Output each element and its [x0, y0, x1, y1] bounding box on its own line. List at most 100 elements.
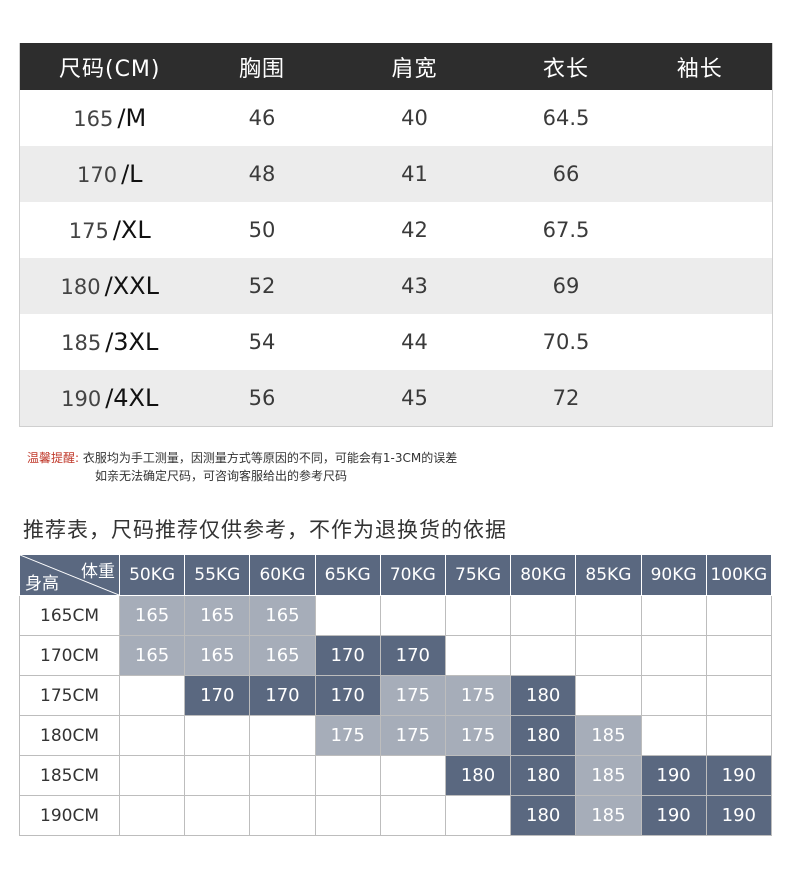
- note-text-1: 衣服均为手工测量，因测量方式等原因的不同，可能会有1-3CM的误差: [82, 451, 458, 465]
- chest-value: 56: [199, 370, 325, 426]
- weight-header: 55KG: [184, 554, 251, 596]
- size-chart-header: 衣长: [504, 43, 628, 90]
- recommended-size-cell: [184, 795, 251, 836]
- recommended-size-cell: [314, 755, 381, 796]
- recommended-size-cell: 170: [314, 635, 381, 676]
- recommendation-row: 175CM 170 170 170 175 175 180: [19, 675, 773, 716]
- recommended-size-cell: [575, 675, 642, 716]
- diagonal-divider: [20, 555, 119, 595]
- recommended-size-cell: 175: [314, 715, 381, 756]
- recommended-size-cell: [314, 795, 381, 836]
- size-height: 170: [76, 163, 118, 187]
- recommended-size-cell: [640, 675, 707, 716]
- recommended-size-cell: 185: [575, 755, 642, 796]
- length-value: 64.5: [504, 90, 628, 146]
- size-height: 180: [60, 275, 101, 299]
- weight-header: 50KG: [118, 554, 186, 596]
- recommended-size-cell: [379, 795, 446, 836]
- recommended-size-cell: [249, 795, 316, 836]
- recommended-size-cell: [510, 635, 577, 676]
- height-label: 190CM: [19, 795, 120, 836]
- recommended-size-cell: 170: [379, 635, 446, 676]
- sleeve-value: [627, 314, 773, 370]
- size-cell: 165/M: [19, 90, 200, 146]
- recommended-size-cell: [184, 755, 251, 796]
- recommendation-row: 170CM 165 165 165 170 170: [19, 635, 773, 676]
- size-chart-header: 胸围: [199, 43, 325, 90]
- recommended-size-cell: 190: [705, 795, 773, 836]
- size-label: /L: [121, 160, 143, 188]
- recommended-size-cell: [444, 635, 512, 676]
- recommended-size-cell: 170: [249, 675, 316, 716]
- shoulder-value: 42: [324, 202, 505, 258]
- recommended-size-cell: 165: [249, 635, 316, 676]
- recommended-size-cell: [444, 795, 512, 836]
- recommended-size-cell: 170: [314, 675, 381, 716]
- weight-header: 80KG: [510, 554, 577, 596]
- note-text-2: 如亲无法确定尺码，可咨询客服给出的参考尺码: [95, 469, 348, 483]
- recommended-size-cell: 180: [510, 675, 577, 716]
- weight-header: 100KG: [705, 554, 773, 596]
- recommended-size-cell: 190: [640, 755, 707, 796]
- recommended-size-cell: 190: [705, 755, 773, 796]
- note-line-1: 温馨提醒: 衣服均为手工测量，因测量方式等原因的不同，可能会有1-3CM的误差: [27, 449, 457, 467]
- corner-weight-label: 体重: [81, 562, 115, 582]
- recommended-size-cell: [575, 595, 642, 636]
- recommended-size-cell: 180: [444, 755, 512, 796]
- recommended-size-cell: [575, 635, 642, 676]
- size-height: 185: [61, 331, 102, 355]
- size-chart-header: 肩宽: [324, 43, 505, 90]
- recommended-size-cell: [705, 715, 773, 756]
- recommended-size-cell: 185: [575, 795, 642, 836]
- length-value: 67.5: [504, 202, 628, 258]
- size-cell: 170/L: [19, 146, 200, 202]
- recommendation-table: 体重 身高 50KG 55KG 60KG 65KG 70KG 75KG 80KG 85KG 90…: [19, 554, 773, 836]
- measurement-note: 温馨提醒: 衣服均为手工测量，因测量方式等原因的不同，可能会有1-3CM的误差 …: [27, 449, 457, 485]
- chest-value: 50: [199, 202, 325, 258]
- recommended-size-cell: 180: [510, 715, 577, 756]
- recommended-size-cell: 190: [640, 795, 707, 836]
- recommended-size-cell: [705, 635, 773, 676]
- recommended-size-cell: 165: [249, 595, 316, 636]
- recommended-size-cell: [184, 715, 251, 756]
- corner-cell: 体重 身高: [19, 554, 120, 596]
- size-height: 190: [61, 386, 102, 411]
- recommended-size-cell: [379, 755, 446, 796]
- size-cell: 175/XL: [19, 202, 200, 258]
- length-value: 72: [504, 370, 628, 426]
- recommended-size-cell: 175: [379, 715, 446, 756]
- recommended-size-cell: 165: [118, 595, 186, 636]
- size-label: /4XL: [105, 383, 159, 412]
- recommended-size-cell: [640, 635, 707, 676]
- size-chart-row: 165/M 46 40 64.5: [19, 90, 773, 146]
- recommendation-header-row: 体重 身高 50KG 55KG 60KG 65KG 70KG 75KG 80KG 85KG 90…: [19, 554, 773, 596]
- chest-value: 54: [199, 314, 325, 370]
- recommended-size-cell: 185: [575, 715, 642, 756]
- size-label: /M: [117, 104, 147, 132]
- recommended-size-cell: [118, 795, 186, 836]
- weight-header: 70KG: [379, 554, 446, 596]
- weight-header: 90KG: [640, 554, 707, 596]
- size-height: 175: [68, 219, 109, 243]
- recommended-size-cell: 175: [444, 715, 512, 756]
- recommendation-row: 180CM 175 175 175 180 185: [19, 715, 773, 756]
- chest-value: 46: [199, 90, 325, 146]
- length-value: 70.5: [504, 314, 628, 370]
- shoulder-value: 44: [324, 314, 505, 370]
- recommended-size-cell: [640, 595, 707, 636]
- recommended-size-cell: [705, 595, 773, 636]
- sleeve-value: [627, 146, 773, 202]
- size-chart-row: 175/XL 50 42 67.5: [19, 202, 773, 258]
- recommended-size-cell: 165: [184, 635, 251, 676]
- size-cell: 180/XXL: [19, 258, 200, 314]
- recommended-size-cell: 175: [444, 675, 512, 716]
- shoulder-value: 41: [324, 146, 505, 202]
- size-cell: 185/3XL: [19, 314, 200, 370]
- size-chart-header: 尺码(CM): [19, 43, 200, 90]
- recommended-size-cell: [118, 715, 186, 756]
- recommendation-row: 165CM 165 165 165: [19, 595, 773, 636]
- recommended-size-cell: [118, 755, 186, 796]
- recommendation-title: 推荐表，尺码推荐仅供参考，不作为退换货的依据: [23, 518, 507, 542]
- size-cell: 190/4XL: [19, 370, 200, 426]
- height-label: 165CM: [19, 595, 120, 636]
